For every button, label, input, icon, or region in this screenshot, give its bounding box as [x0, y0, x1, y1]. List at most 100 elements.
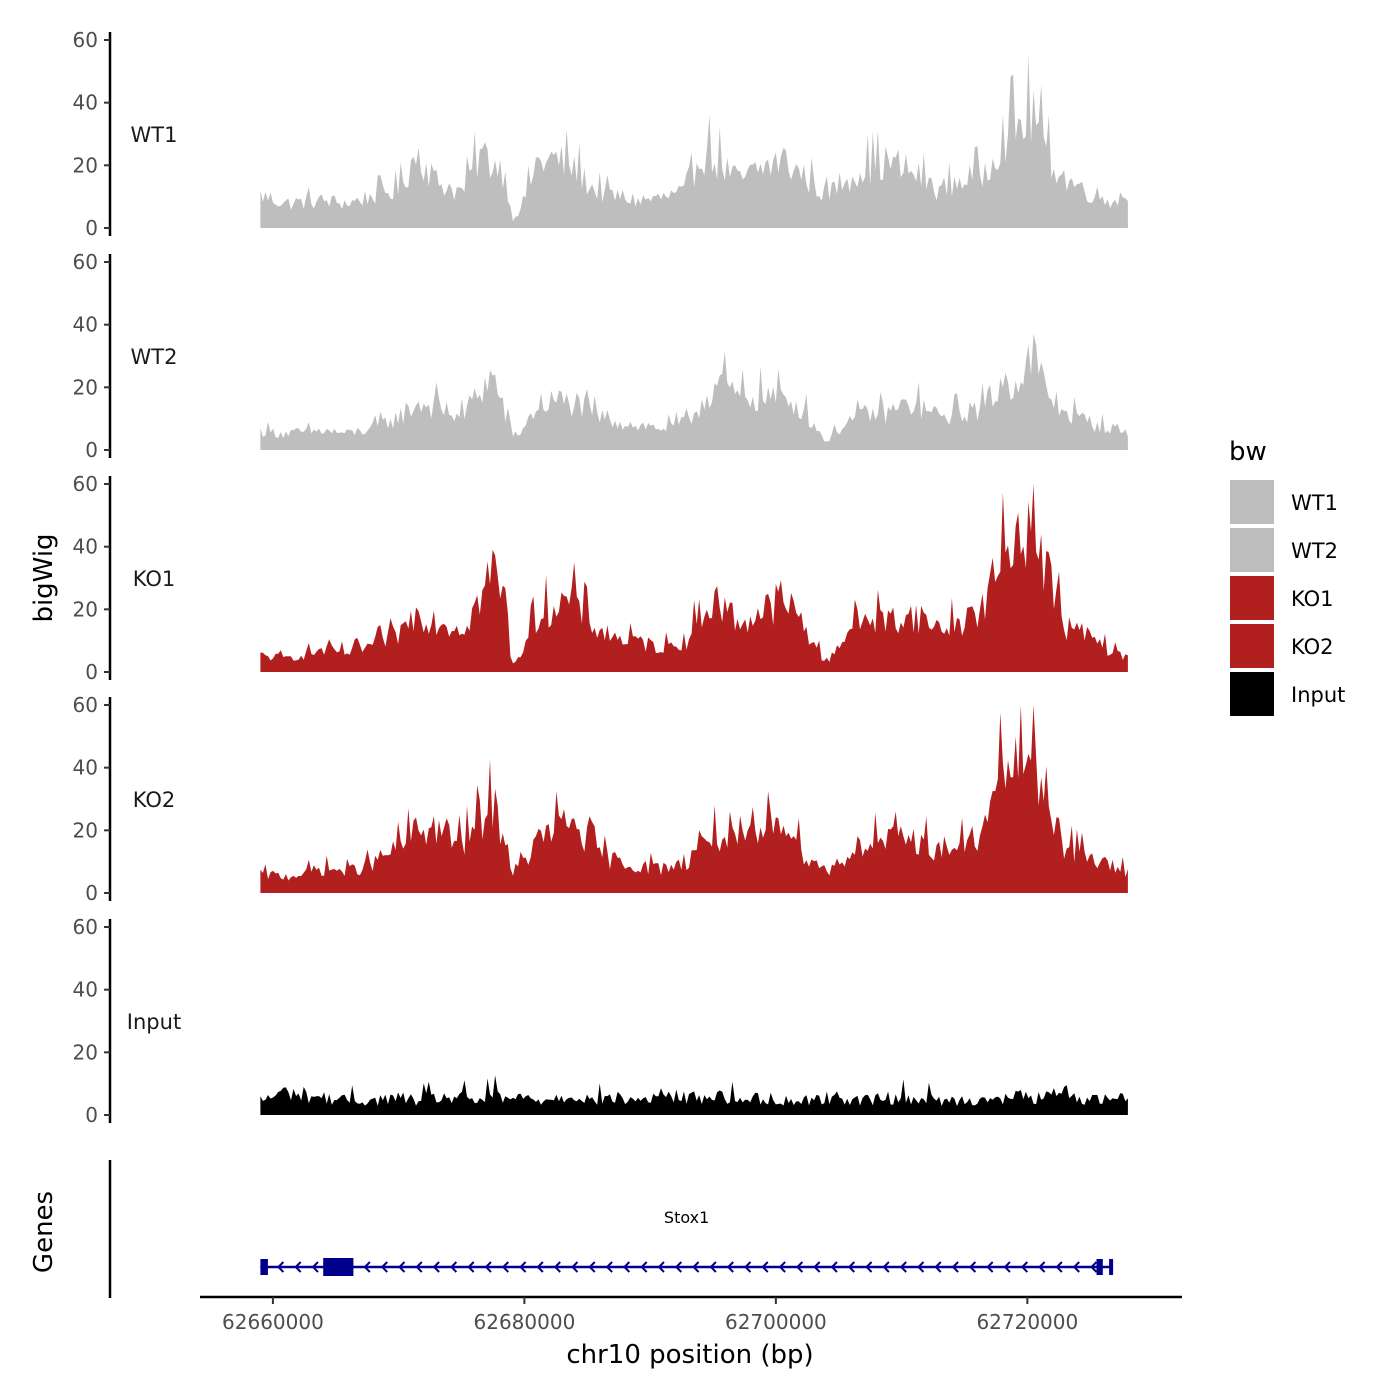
strand-arrow — [847, 1261, 856, 1273]
legend-key-wt2 — [1230, 528, 1274, 572]
strand-arrow — [934, 1261, 942, 1273]
gene-track: Stox1 — [108, 1160, 1114, 1298]
coverage-area-wt1 — [260, 54, 1128, 229]
y-axis-title: bigWig — [29, 533, 59, 622]
track-label-wt2: WT2 — [131, 345, 178, 369]
y-tick-label: 20 — [73, 1040, 98, 1064]
strand-arrow — [398, 1261, 406, 1273]
strand-arrow — [1020, 1261, 1029, 1273]
strand-arrow — [865, 1261, 873, 1273]
y-tick-label: 40 — [73, 978, 98, 1002]
strand-arrow — [311, 1261, 319, 1273]
y-tick-label: 20 — [73, 818, 98, 842]
strand-arrow — [467, 1261, 475, 1273]
track-panel-input: 0 20 40 60 Input — [73, 915, 1128, 1127]
x-tick-label: 62720000 — [976, 1310, 1078, 1334]
strand-arrow — [813, 1261, 821, 1273]
y-tick-label: 0 — [85, 216, 98, 240]
legend-title: bw — [1229, 437, 1267, 467]
strand-arrow — [553, 1261, 561, 1273]
strand-arrow — [986, 1261, 994, 1273]
track-panel-wt1: 0 20 40 60 WT1 — [73, 28, 1128, 240]
bigwig-tracks: 0 20 40 60 WT1 0 20 40 60 WT2 0 20 40 60 KO1 0 20 40 60 KO2… — [73, 28, 1128, 1127]
strand-arrow — [363, 1261, 371, 1273]
gene-name-label: Stox1 — [664, 1208, 709, 1227]
y-tick-label: 0 — [85, 881, 98, 905]
strand-arrow — [1003, 1261, 1011, 1273]
gene-exon — [1096, 1259, 1103, 1275]
gene-exon — [323, 1258, 354, 1276]
strand-arrow — [795, 1261, 804, 1273]
strand-arrow — [519, 1261, 527, 1273]
strand-arrow — [640, 1261, 648, 1273]
y-tick-label: 60 — [73, 28, 98, 52]
strand-arrow — [294, 1261, 302, 1273]
strand-arrow — [968, 1261, 977, 1273]
legend-label-wt1: WT1 — [1291, 491, 1338, 515]
y-tick-label: 20 — [73, 597, 98, 621]
x-tick-label: 62680000 — [474, 1310, 576, 1334]
gene-exon — [1109, 1259, 1114, 1275]
strand-arrow — [899, 1261, 907, 1273]
track-label-wt1: WT1 — [131, 123, 178, 147]
strand-arrow — [276, 1261, 285, 1273]
track-panel-ko1: 0 20 40 60 KO1 — [73, 472, 1128, 684]
y-tick-label: 0 — [85, 1103, 98, 1127]
strand-arrow — [692, 1261, 700, 1273]
strand-arrow — [1072, 1261, 1080, 1273]
strand-arrow — [882, 1261, 890, 1273]
legend-label-wt2: WT2 — [1291, 539, 1338, 563]
strand-arrow — [709, 1261, 717, 1273]
y-tick-label: 40 — [73, 91, 98, 115]
strand-arrow — [484, 1261, 492, 1273]
y-tick-label: 20 — [73, 375, 98, 399]
strand-arrow — [588, 1261, 596, 1273]
y-tick-label: 60 — [73, 472, 98, 496]
y-tick-label: 0 — [85, 660, 98, 684]
coverage-area-wt2 — [260, 333, 1128, 450]
y-tick-label: 0 — [85, 438, 98, 462]
coverage-area-input — [260, 1075, 1128, 1115]
coverage-area-ko1 — [260, 484, 1128, 672]
legend: bw WT1 WT2 KO1 KO2 Input — [1229, 437, 1345, 716]
gene-exon — [260, 1259, 268, 1275]
legend-key-input — [1230, 672, 1274, 716]
strand-arrow — [622, 1261, 631, 1273]
y-tick-label: 40 — [73, 535, 98, 559]
track-label-ko1: KO1 — [133, 567, 176, 591]
y-tick-label: 20 — [73, 153, 98, 177]
track-label-input: Input — [127, 1010, 181, 1034]
strand-arrow — [501, 1261, 510, 1273]
strand-arrow — [415, 1261, 423, 1273]
strand-arrow — [917, 1261, 925, 1273]
strand-arrow — [449, 1261, 458, 1273]
legend-label-ko1: KO1 — [1291, 587, 1334, 611]
strand-arrow — [778, 1261, 786, 1273]
legend-label-ko2: KO2 — [1291, 635, 1334, 659]
x-tick-label: 62660000 — [222, 1310, 324, 1334]
strand-arrow — [1055, 1261, 1063, 1273]
strand-arrow — [1090, 1261, 1098, 1273]
track-panel-wt2: 0 20 40 60 WT2 — [73, 250, 1128, 462]
x-axis: 62660000 62680000 62700000 62720000 — [200, 1295, 1182, 1334]
strand-arrow — [830, 1261, 838, 1273]
track-panel-ko2: 0 20 40 60 KO2 — [73, 693, 1128, 905]
y-tick-label: 40 — [73, 313, 98, 337]
y-tick-label: 40 — [73, 756, 98, 780]
legend-key-wt1 — [1230, 480, 1274, 524]
strand-arrow — [951, 1261, 959, 1273]
strand-arrow — [536, 1261, 544, 1273]
strand-arrow — [726, 1261, 734, 1273]
legend-key-ko1 — [1230, 576, 1274, 620]
track-label-ko2: KO2 — [133, 788, 176, 812]
strand-arrow — [605, 1261, 613, 1273]
strand-arrow — [761, 1261, 769, 1273]
strand-arrow — [571, 1261, 579, 1273]
strand-arrow — [1038, 1261, 1046, 1273]
strand-arrow — [380, 1261, 388, 1273]
strand-arrow — [674, 1261, 683, 1273]
strand-arrow — [657, 1261, 665, 1273]
genes-axis-title: Genes — [29, 1191, 59, 1273]
y-tick-label: 60 — [73, 693, 98, 717]
legend-label-input: Input — [1291, 683, 1345, 707]
